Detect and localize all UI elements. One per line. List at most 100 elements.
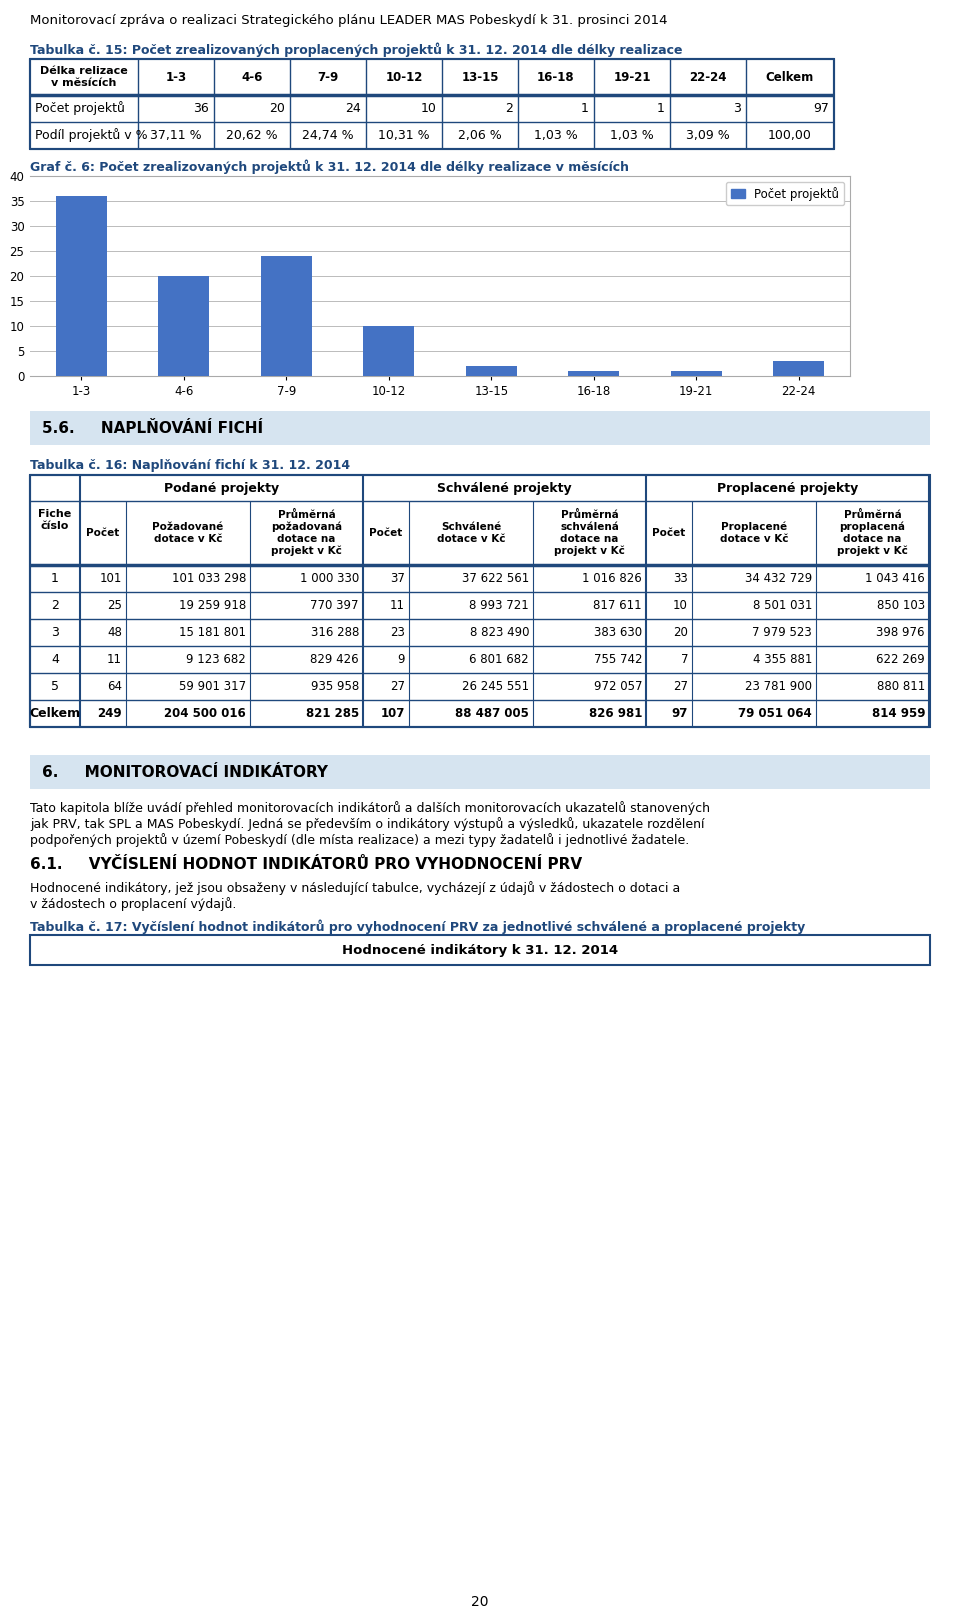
Text: 880 811: 880 811	[876, 681, 925, 693]
Text: Proplacené
dotace v Kč: Proplacené dotace v Kč	[720, 521, 788, 544]
Text: 100,00: 100,00	[768, 129, 812, 142]
Bar	[30, 755, 930, 788]
Text: 88 487 005: 88 487 005	[455, 706, 529, 719]
Bar	[671, 372, 722, 377]
Text: Monitorovací zpráva o realizaci Strategického plánu LEADER MAS Pobeskydí k 31. p: Monitorovací zpráva o realizaci Strategi…	[30, 14, 667, 27]
Text: 3: 3	[733, 101, 741, 114]
Text: 398 976: 398 976	[876, 626, 925, 639]
Text: 383 630: 383 630	[594, 626, 642, 639]
Text: 79 051 064: 79 051 064	[738, 706, 812, 719]
Text: Počet: Počet	[653, 528, 685, 537]
Text: 59 901 317: 59 901 317	[179, 681, 246, 693]
Text: 16-18: 16-18	[538, 71, 575, 84]
Text: Proplacené projekty: Proplacené projekty	[717, 481, 858, 494]
Text: Počet: Počet	[86, 528, 120, 537]
Text: Tabulka č. 17: Vyčíslení hodnot indikátorů pro vyhodnocení PRV za jednotlivé sch: Tabulka č. 17: Vyčíslení hodnot indikáto…	[30, 919, 805, 933]
Text: 20,62 %: 20,62 %	[227, 129, 277, 142]
Text: Celkem: Celkem	[766, 71, 814, 84]
Text: 11: 11	[390, 599, 405, 611]
Text: 2,06 %: 2,06 %	[458, 129, 502, 142]
Text: 2: 2	[51, 599, 59, 611]
Text: 37 622 561: 37 622 561	[462, 573, 529, 586]
Text: 22-24: 22-24	[689, 71, 727, 84]
Text: 2: 2	[505, 101, 513, 114]
Text: 935 958: 935 958	[311, 681, 359, 693]
Text: 4 355 881: 4 355 881	[753, 653, 812, 666]
Text: 7-9: 7-9	[318, 71, 339, 84]
Text: 101 033 298: 101 033 298	[172, 573, 246, 586]
Text: 6.1.     VYČÍSLENÍ HODNOT INDIKÁTORŮ PRO VYHODNOCENÍ PRV: 6.1. VYČÍSLENÍ HODNOT INDIKÁTORŮ PRO VYH…	[30, 858, 582, 872]
Text: Tabulka č. 16: Naplňování fichí k 31. 12. 2014: Tabulka č. 16: Naplňování fichí k 31. 12…	[30, 459, 350, 471]
Text: 20: 20	[673, 626, 688, 639]
Text: 249: 249	[97, 706, 122, 719]
Text: 9 123 682: 9 123 682	[186, 653, 246, 666]
Text: 850 103: 850 103	[876, 599, 925, 611]
Bar	[466, 365, 516, 377]
Text: 1 043 416: 1 043 416	[865, 573, 925, 586]
Text: 1: 1	[51, 573, 59, 586]
Text: 829 426: 829 426	[310, 653, 359, 666]
Text: Průměrná
proplacená
dotace na
projekt v Kč: Průměrná proplacená dotace na projekt v …	[837, 510, 908, 557]
Text: 1,03 %: 1,03 %	[534, 129, 578, 142]
Text: 755 742: 755 742	[593, 653, 642, 666]
Text: Požadované
dotace v Kč: Požadované dotace v Kč	[153, 523, 224, 544]
Bar	[30, 410, 930, 446]
Text: 24: 24	[346, 101, 361, 114]
Text: 11: 11	[107, 653, 122, 666]
Text: 826 981: 826 981	[588, 706, 642, 719]
Text: 27: 27	[390, 681, 405, 693]
Text: 23 781 900: 23 781 900	[745, 681, 812, 693]
Text: 4-6: 4-6	[241, 71, 263, 84]
Text: 7 979 523: 7 979 523	[753, 626, 812, 639]
Bar	[30, 475, 930, 727]
Text: Počet: Počet	[370, 528, 402, 537]
Text: 33: 33	[673, 573, 688, 586]
Text: 972 057: 972 057	[593, 681, 642, 693]
Bar	[158, 277, 209, 377]
Text: 10-12: 10-12	[385, 71, 422, 84]
Text: 204 500 016: 204 500 016	[164, 706, 246, 719]
Bar	[30, 935, 930, 965]
Text: 20: 20	[269, 101, 285, 114]
Text: 48: 48	[108, 626, 122, 639]
Bar	[773, 360, 825, 377]
Text: 37: 37	[390, 573, 405, 586]
Text: Průměrná
požadovaná
dotace na
projekt v Kč: Průměrná požadovaná dotace na projekt v …	[271, 510, 342, 557]
Text: Tabulka č. 15: Počet zrealizovaných proplacených projektů k 31. 12. 2014 dle dél: Tabulka č. 15: Počet zrealizovaných prop…	[30, 42, 683, 56]
Text: 1-3: 1-3	[165, 71, 186, 84]
Text: 1: 1	[658, 101, 665, 114]
Text: 7: 7	[681, 653, 688, 666]
Bar	[568, 372, 619, 377]
Text: 20: 20	[471, 1595, 489, 1609]
Text: 1: 1	[581, 101, 589, 114]
Text: 8 501 031: 8 501 031	[753, 599, 812, 611]
Text: 5: 5	[51, 681, 59, 693]
Text: Graf č. 6: Počet zrealizovaných projektů k 31. 12. 2014 dle délky realizace v mě: Graf č. 6: Počet zrealizovaných projektů…	[30, 159, 629, 174]
Bar	[363, 327, 415, 377]
Text: 24,74 %: 24,74 %	[302, 129, 354, 142]
Text: 64: 64	[107, 681, 122, 693]
Text: Délka relizace
v měsících: Délka relizace v měsících	[40, 66, 128, 88]
Text: 34 432 729: 34 432 729	[745, 573, 812, 586]
Text: 814 959: 814 959	[872, 706, 925, 719]
Text: Počet projektů: Počet projektů	[35, 101, 125, 116]
Text: 97: 97	[672, 706, 688, 719]
Text: Podíl projektů v %: Podíl projektů v %	[35, 129, 148, 143]
Text: 10,31 %: 10,31 %	[378, 129, 430, 142]
Text: 23: 23	[390, 626, 405, 639]
Text: 5.6.     NAPLŇOVÁNÍ FICHÍ: 5.6. NAPLŇOVÁNÍ FICHÍ	[42, 420, 263, 436]
Text: 821 285: 821 285	[305, 706, 359, 719]
Text: 97: 97	[813, 101, 829, 114]
Text: Průměrná
schválená
dotace na
projekt v Kč: Průměrná schválená dotace na projekt v K…	[554, 510, 625, 555]
Bar	[56, 196, 107, 377]
Text: 10: 10	[673, 599, 688, 611]
Text: 6 801 682: 6 801 682	[469, 653, 529, 666]
Text: 1 016 826: 1 016 826	[583, 573, 642, 586]
Text: 19-21: 19-21	[613, 71, 651, 84]
Text: Hodnocené indikátory, jež jsou obsaženy v následující tabulce, vycházejí z údajů: Hodnocené indikátory, jež jsou obsaženy …	[30, 882, 681, 911]
Bar	[260, 256, 312, 377]
Bar	[30, 60, 834, 150]
Text: 107: 107	[380, 706, 405, 719]
Text: Podané projekty: Podané projekty	[164, 481, 279, 494]
Text: 3,09 %: 3,09 %	[686, 129, 730, 142]
